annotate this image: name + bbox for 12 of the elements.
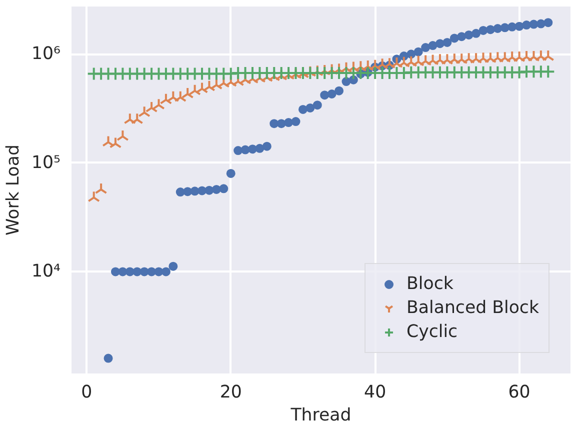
legend-label: Block — [406, 274, 454, 294]
legend-label: Cyclic — [406, 322, 458, 342]
x-tick-label: 20 — [220, 382, 242, 402]
x-tick-label: 0 — [81, 382, 92, 402]
y-axis-title: Work Load — [4, 144, 24, 236]
y-tick-label: 10⁶ — [32, 44, 61, 64]
y-tick-label: 10⁴ — [32, 262, 61, 282]
x-tick-label: 60 — [508, 382, 530, 402]
x-tick-label: 40 — [364, 382, 386, 402]
x-axis-title: Thread — [290, 406, 352, 426]
legend-label: Balanced Block — [406, 298, 539, 318]
y-tick-label: 10⁵ — [32, 152, 61, 173]
